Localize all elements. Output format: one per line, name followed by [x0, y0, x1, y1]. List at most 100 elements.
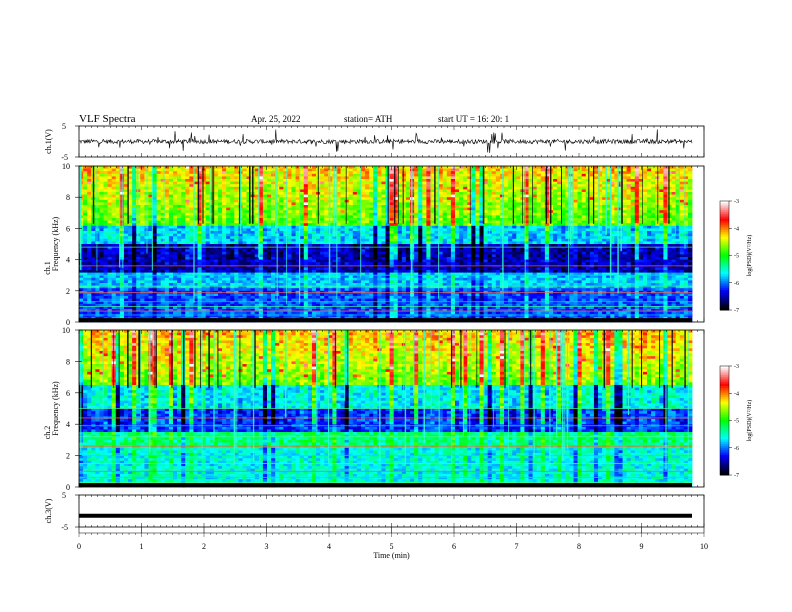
spectrogram-cell	[634, 231, 640, 234]
spectrogram-cell	[606, 225, 611, 229]
spectrogram-cell	[528, 184, 534, 188]
spectrogram-cell	[352, 194, 358, 198]
spectrogram-cell	[499, 189, 505, 193]
spectrogram-cell	[679, 212, 685, 216]
spectrogram-cell	[463, 168, 468, 172]
spectrogram-cell	[226, 218, 231, 221]
spectrogram-cell	[369, 236, 374, 240]
spectrogram-cell	[679, 168, 685, 172]
spectrogram-cell	[283, 231, 288, 234]
spectrogram-cell	[373, 186, 378, 190]
spectrogram-cell	[524, 192, 529, 195]
spectrogram-cell	[434, 205, 440, 208]
spectrogram-cell	[324, 236, 329, 240]
spectrogram-cell	[303, 210, 309, 214]
spectrogram-cell	[659, 220, 664, 224]
spectrogram-cell	[401, 246, 407, 250]
spectrogram-cell	[205, 238, 211, 242]
spectrogram-cell	[544, 176, 550, 180]
spectrogram-cell	[299, 176, 305, 180]
spectrogram-cell	[230, 197, 235, 201]
spectrogram-cell	[577, 220, 583, 224]
spectrogram-cell	[405, 179, 411, 182]
spectrogram-cell	[606, 220, 611, 224]
spectrogram-cell	[536, 246, 542, 250]
spectrogram-cell	[119, 241, 125, 245]
spectrogram-cell	[107, 199, 113, 203]
spectrogram-cell	[593, 181, 599, 185]
spectrogram-cell	[675, 238, 681, 242]
spectrogram-cell	[414, 244, 419, 247]
spectrogram-cell	[365, 212, 370, 216]
spectrogram-cell	[626, 238, 632, 242]
spectrogram-cell	[561, 218, 566, 221]
spectrogram-cell	[459, 207, 464, 211]
spectrogram-cell	[107, 225, 113, 229]
spectrogram-cell	[360, 218, 366, 221]
spectrogram-cell	[577, 189, 583, 193]
spectrogram-cell	[172, 212, 178, 216]
spectrogram-cell	[581, 171, 587, 175]
spectrogram-cell	[544, 192, 550, 195]
spectrogram-cell	[266, 228, 272, 232]
spectrogram-cell	[373, 238, 378, 242]
spectrogram-cell	[316, 223, 321, 227]
spectrogram-cell	[393, 194, 399, 198]
spectrogram-cell	[222, 212, 227, 216]
spectrogram-cell	[585, 205, 591, 208]
spectrogram-cell	[369, 210, 374, 214]
spectrogram-cell	[140, 173, 145, 177]
spectrogram-cell	[320, 207, 325, 211]
spectrogram-cell	[185, 231, 190, 234]
spectrogram-cell	[512, 184, 517, 188]
spectrogram-cell	[340, 244, 346, 247]
spectrogram-cell	[103, 171, 109, 175]
spectrogram-cell	[295, 192, 301, 195]
spectrogram-cell	[254, 207, 260, 211]
spectrogram-cell	[487, 223, 493, 227]
spectrogram-cell	[119, 215, 125, 219]
spectrogram-cell	[426, 212, 431, 216]
spectrogram-cell	[136, 205, 141, 208]
spectrogram-cell	[434, 189, 440, 193]
spectrogram-cell	[148, 173, 153, 177]
spectrogram-cell	[128, 215, 133, 219]
spectrogram-cell	[557, 215, 562, 219]
spectrogram-cell	[266, 241, 272, 245]
spectrogram-cell	[463, 220, 468, 224]
spectrogram-cell	[213, 212, 219, 216]
spectrogram-cell	[581, 199, 587, 203]
spectrogram-cell	[602, 225, 607, 229]
spectrogram-cell	[291, 210, 296, 214]
spectrogram-cell	[671, 166, 677, 169]
spectrogram-cell	[638, 218, 644, 221]
spectrogram-cell	[258, 194, 264, 198]
spectrogram-cell	[499, 225, 505, 229]
spectrogram-cell	[311, 236, 317, 240]
spectrogram-cell	[389, 223, 395, 227]
spectrogram-cell	[475, 202, 480, 206]
spectrogram-cell	[83, 225, 88, 229]
spectrogram-cell	[213, 223, 219, 227]
spectrogram-cell	[589, 207, 595, 211]
spectrogram-cell	[320, 181, 325, 185]
spectrogram-cell	[348, 173, 354, 177]
spectrogram-cell	[99, 184, 104, 188]
spectrogram-cell	[193, 176, 198, 180]
spectrogram-cell	[536, 199, 542, 203]
spectrogram-cell	[132, 199, 137, 203]
spectrogram-cell	[638, 192, 644, 195]
spectrogram-cell	[226, 212, 231, 216]
spectrogram-cell	[291, 171, 296, 175]
spectrogram-cell	[328, 223, 333, 227]
spectrogram-cell	[651, 236, 656, 240]
spectrogram-cell	[242, 199, 247, 203]
spectrogram-cell	[581, 192, 587, 195]
spectrogram-cell	[540, 244, 546, 247]
spectrogram-cell	[479, 205, 484, 208]
spectrogram-cell	[177, 228, 182, 232]
spectrogram-cell	[532, 199, 538, 203]
spectrogram-cell	[622, 186, 628, 190]
spectrogram-cell	[463, 179, 468, 182]
spectrogram-cell	[557, 166, 562, 169]
